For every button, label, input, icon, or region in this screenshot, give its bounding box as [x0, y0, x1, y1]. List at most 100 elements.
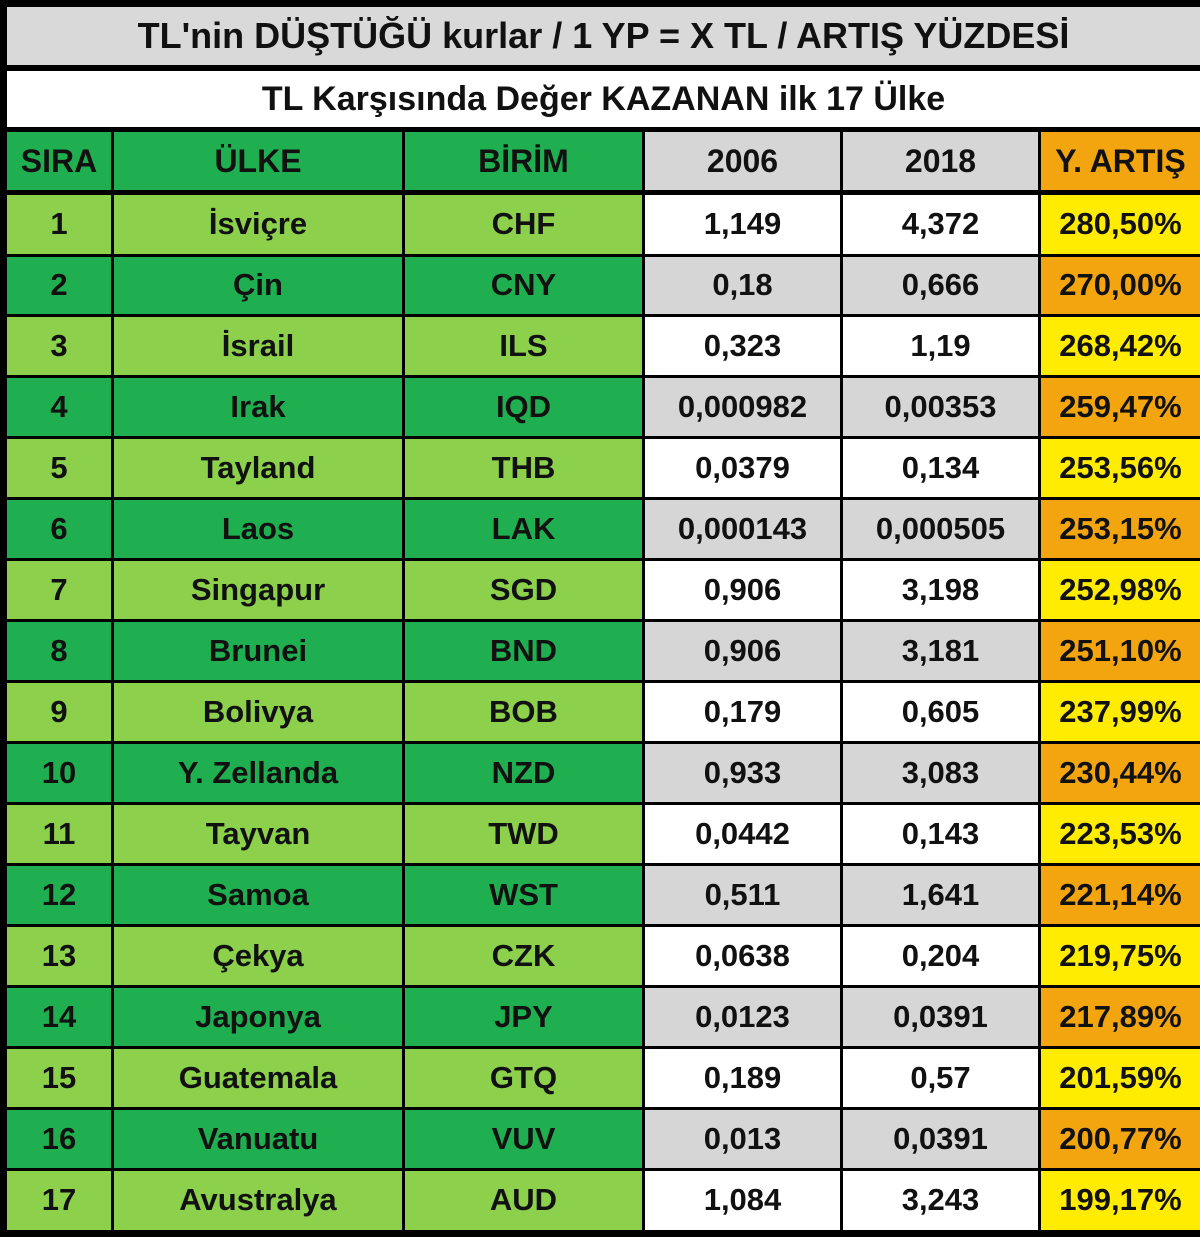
table-body: 1 İsviçre CHF 1,149 4,372 280,50% 2 Çin CNY 0,18 0…	[0, 191, 1200, 1237]
cell-2018: 0,204	[840, 924, 1041, 988]
column-header-birim: BİRİM	[402, 128, 645, 195]
table-row: 6 Laos LAK 0,000143 0,000505 253,15%	[0, 497, 1200, 562]
page-subtitle: TL Karşısında Değer KAZANAN ilk 17 Ülke	[0, 66, 1200, 132]
cell-country: Y. Zellanda	[111, 741, 405, 806]
cell-2018: 0,0391	[840, 1106, 1041, 1171]
cell-country: Avustralya	[111, 1167, 405, 1237]
cell-2006: 0,511	[642, 863, 843, 927]
cell-increase: 253,56%	[1038, 436, 1200, 501]
table-row: 8 Brunei BND 0,906 3,181 251,10%	[0, 619, 1200, 684]
cell-2018: 3,181	[840, 619, 1041, 684]
table-row: 17 Avustralya AUD 1,084 3,243 199,17%	[0, 1167, 1200, 1237]
cell-increase: 199,17%	[1038, 1167, 1200, 1237]
table-row: 1 İsviçre CHF 1,149 4,372 280,50%	[0, 191, 1200, 257]
table-row: 5 Tayland THB 0,0379 0,134 253,56%	[0, 436, 1200, 501]
cell-code: IQD	[402, 375, 645, 440]
cell-increase: 219,75%	[1038, 924, 1200, 988]
cell-code: CHF	[402, 191, 645, 257]
cell-increase: 253,15%	[1038, 497, 1200, 562]
table-row: 3 İsrail ILS 0,323 1,19 268,42%	[0, 314, 1200, 379]
table-row: 14 Japonya JPY 0,0123 0,0391 217,89%	[0, 984, 1200, 1049]
cell-2018: 3,083	[840, 741, 1041, 806]
cell-2006: 1,149	[642, 191, 843, 257]
cell-2018: 1,19	[840, 314, 1041, 379]
table-row: 4 Irak IQD 0,000982 0,00353 259,47%	[0, 375, 1200, 440]
cell-country: Singapur	[111, 558, 405, 623]
cell-rank: 3	[0, 314, 114, 379]
cell-code: LAK	[402, 497, 645, 562]
table-row: 10 Y. Zellanda NZD 0,933 3,083 230,44%	[0, 741, 1200, 806]
cell-2006: 0,0638	[642, 924, 843, 988]
cell-country: Guatemala	[111, 1045, 405, 1110]
cell-code: TWD	[402, 802, 645, 867]
cell-code: AUD	[402, 1167, 645, 1237]
cell-code: ILS	[402, 314, 645, 379]
cell-rank: 17	[0, 1167, 114, 1237]
cell-increase: 223,53%	[1038, 802, 1200, 867]
page-title: TL'nin DÜŞTÜĞÜ kurlar / 1 YP = X TL / AR…	[0, 0, 1200, 71]
cell-country: Irak	[111, 375, 405, 440]
cell-2006: 0,000982	[642, 375, 843, 440]
column-header-row: SIRA ÜLKE BİRİM 2006 2018 Y. ARTIŞ	[0, 128, 1200, 195]
cell-2018: 4,372	[840, 191, 1041, 257]
column-header-ulke: ÜLKE	[111, 128, 405, 195]
cell-code: NZD	[402, 741, 645, 806]
cell-2018: 0,0391	[840, 984, 1041, 1049]
cell-rank: 11	[0, 802, 114, 867]
table-row: 16 Vanuatu VUV 0,013 0,0391 200,77%	[0, 1106, 1200, 1171]
cell-rank: 12	[0, 863, 114, 927]
cell-2018: 0,00353	[840, 375, 1041, 440]
table-row: 9 Bolivya BOB 0,179 0,605 237,99%	[0, 680, 1200, 745]
cell-increase: 280,50%	[1038, 191, 1200, 257]
table-row: 7 Singapur SGD 0,906 3,198 252,98%	[0, 558, 1200, 623]
cell-country: Vanuatu	[111, 1106, 405, 1171]
cell-increase: 201,59%	[1038, 1045, 1200, 1110]
cell-2018: 0,134	[840, 436, 1041, 501]
cell-2006: 0,189	[642, 1045, 843, 1110]
cell-rank: 9	[0, 680, 114, 745]
table-row: 15 Guatemala GTQ 0,189 0,57 201,59%	[0, 1045, 1200, 1110]
cell-code: BOB	[402, 680, 645, 745]
cell-2018: 3,243	[840, 1167, 1041, 1237]
cell-rank: 13	[0, 924, 114, 988]
cell-country: Bolivya	[111, 680, 405, 745]
cell-2006: 0,000143	[642, 497, 843, 562]
cell-2006: 0,933	[642, 741, 843, 806]
cell-2018: 1,641	[840, 863, 1041, 927]
cell-increase: 270,00%	[1038, 253, 1200, 318]
cell-2006: 0,0379	[642, 436, 843, 501]
cell-increase: 259,47%	[1038, 375, 1200, 440]
table-row: 2 Çin CNY 0,18 0,666 270,00%	[0, 253, 1200, 318]
cell-2006: 0,0442	[642, 802, 843, 867]
cell-increase: 252,98%	[1038, 558, 1200, 623]
cell-2006: 1,084	[642, 1167, 843, 1237]
cell-2006: 0,18	[642, 253, 843, 318]
cell-rank: 14	[0, 984, 114, 1049]
table-row: 12 Samoa WST 0,511 1,641 221,14%	[0, 863, 1200, 927]
cell-rank: 7	[0, 558, 114, 623]
subtitle-row: TL Karşısında Değer KAZANAN ilk 17 Ülke	[0, 66, 1200, 132]
cell-code: JPY	[402, 984, 645, 1049]
cell-country: Samoa	[111, 863, 405, 927]
cell-country: İsrail	[111, 314, 405, 379]
column-header-sira: SIRA	[0, 128, 114, 195]
cell-2006: 0,906	[642, 558, 843, 623]
cell-code: CNY	[402, 253, 645, 318]
cell-2018: 0,143	[840, 802, 1041, 867]
cell-2006: 0,013	[642, 1106, 843, 1171]
cell-code: THB	[402, 436, 645, 501]
cell-country: Laos	[111, 497, 405, 562]
title-row: TL'nin DÜŞTÜĞÜ kurlar / 1 YP = X TL / AR…	[0, 0, 1200, 71]
cell-country: Brunei	[111, 619, 405, 684]
cell-code: CZK	[402, 924, 645, 988]
column-header-artis: Y. ARTIŞ	[1038, 128, 1200, 195]
cell-increase: 217,89%	[1038, 984, 1200, 1049]
cell-increase: 230,44%	[1038, 741, 1200, 806]
cell-rank: 8	[0, 619, 114, 684]
cell-increase: 237,99%	[1038, 680, 1200, 745]
cell-code: BND	[402, 619, 645, 684]
cell-2006: 0,0123	[642, 984, 843, 1049]
cell-increase: 221,14%	[1038, 863, 1200, 927]
cell-rank: 10	[0, 741, 114, 806]
